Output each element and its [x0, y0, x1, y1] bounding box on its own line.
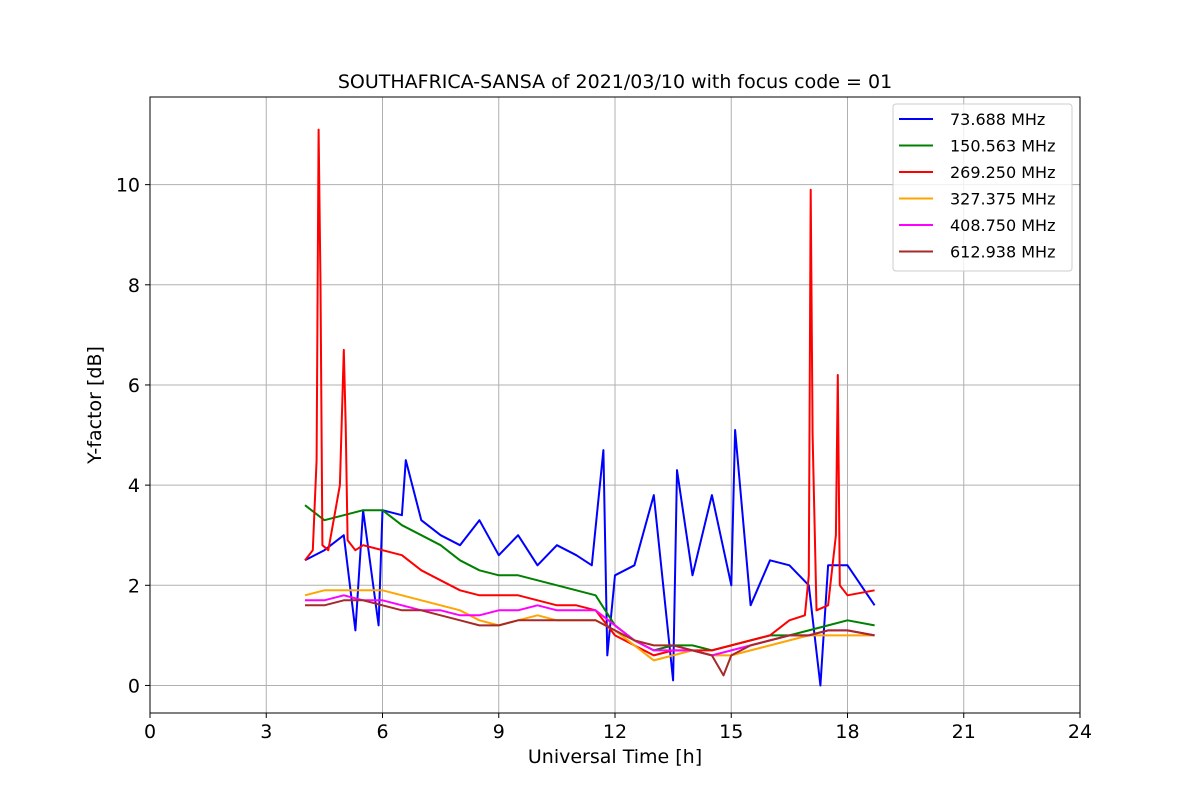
x-tick-label: 18 — [835, 721, 859, 743]
legend-label: 408.750 MHz — [950, 216, 1055, 235]
x-tick-label: 15 — [719, 721, 743, 743]
y-tick-label: 8 — [128, 275, 140, 297]
y-ticks: 0 2 4 6 8 10 — [116, 175, 150, 697]
x-tick-label: 21 — [952, 721, 976, 743]
x-tick-label: 12 — [603, 721, 627, 743]
legend-label: 612.938 MHz — [950, 243, 1055, 262]
x-tick-label: 24 — [1068, 721, 1092, 743]
y-tick-label: 10 — [116, 175, 140, 197]
series-line-1 — [304, 504, 875, 652]
legend-label: 269.250 MHz — [950, 163, 1055, 182]
series-line-2 — [304, 128, 875, 657]
y-tick-label: 0 — [128, 675, 140, 697]
x-tick-label: 3 — [260, 721, 272, 743]
series-line-0 — [304, 429, 876, 687]
legend-box — [892, 103, 1073, 272]
legend-label: 327.375 MHz — [950, 190, 1055, 209]
x-ticks: 0 3 6 9 12 15 18 21 24 — [144, 713, 1092, 743]
series-line-5 — [305, 599, 875, 677]
chart-title: SOUTHAFRICA-SANSA of 2021/03/10 with foc… — [338, 71, 892, 93]
x-tick-label: 0 — [144, 721, 156, 743]
y-tick-label: 2 — [128, 575, 140, 597]
x-tick-label: 9 — [493, 721, 505, 743]
y-axis-label: Y-factor [dB] — [84, 346, 106, 465]
legend: 73.688 MHz 150.563 MHz 269.250 MHz 327.375 … — [892, 103, 1073, 272]
legend-label: 150.563 MHz — [950, 137, 1055, 156]
x-axis-label: Universal Time [h] — [528, 746, 702, 768]
y-tick-label: 6 — [128, 375, 140, 397]
y-tick-label: 4 — [128, 475, 140, 497]
series-layer — [304, 128, 876, 687]
x-tick-label: 6 — [376, 721, 388, 743]
legend-label: 73.688 MHz — [950, 110, 1045, 129]
